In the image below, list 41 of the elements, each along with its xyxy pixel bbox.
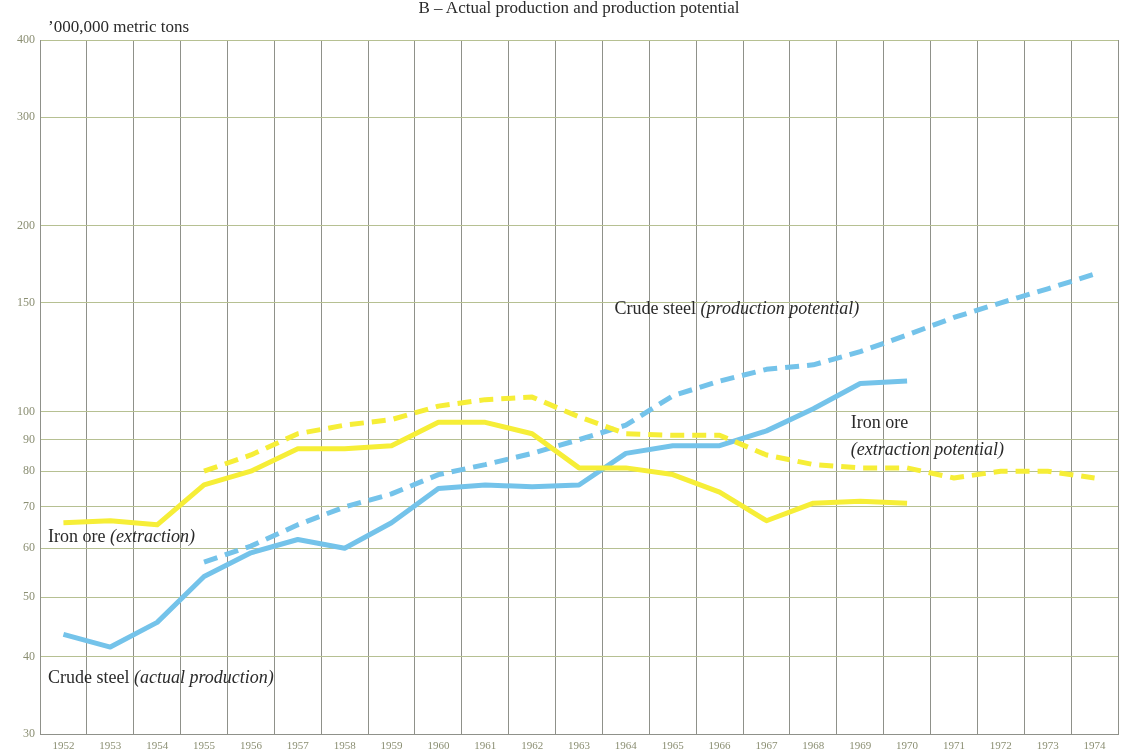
y-axis-title: ’000,000 metric tons [48, 17, 190, 37]
x-tick-label: 1965 [661, 739, 685, 752]
x-tick-label: 1960 [427, 739, 450, 752]
x-tick-label: 1963 [568, 739, 591, 752]
x-tick-label: 1966 [708, 739, 732, 752]
x-tick-label: 1952 [52, 739, 75, 752]
x-tick-label: 1973 [1036, 739, 1060, 752]
x-tick-label: 1971 [942, 739, 965, 752]
series-label: Iron ore (extraction) [47, 525, 195, 547]
x-tick-label: 1954 [146, 739, 169, 752]
x-tick-label: 1959 [380, 739, 404, 752]
x-tick-label: 1970 [896, 739, 919, 752]
x-tick-label: 1972 [989, 739, 1012, 752]
x-tick-label: 1974 [1083, 739, 1107, 752]
y-tick-label: 300 [17, 109, 35, 124]
y-tick-label: 30 [23, 726, 35, 741]
x-tick-label: 1957 [286, 739, 310, 752]
y-tick-label: 200 [17, 217, 35, 232]
y-tick-label: 40 [23, 649, 35, 664]
x-tick-label: 1955 [193, 739, 216, 752]
y-tick-label: 150 [17, 294, 35, 309]
x-tick-label: 1968 [802, 739, 825, 752]
y-tick-label: 100 [17, 403, 35, 418]
y-tick-label: 50 [23, 589, 35, 604]
series-label: Crude steel (actual production) [47, 666, 274, 688]
x-tick-label: 1953 [99, 739, 122, 752]
y-tick-label: 60 [23, 540, 35, 555]
chart-title: B – Actual production and production potential [418, 0, 740, 18]
x-tick-label: 1969 [849, 739, 872, 752]
x-tick-label: 1958 [333, 739, 357, 752]
y-tick-label: 90 [23, 431, 35, 446]
y-tick-label: 80 [23, 463, 35, 478]
series-label: Crude steel (production potential) [614, 298, 860, 320]
x-tick-label: 1967 [755, 739, 778, 752]
y-tick-label: 70 [23, 499, 35, 514]
x-tick-label: 1961 [474, 739, 497, 752]
y-tick-label: 400 [17, 32, 35, 47]
x-tick-label: 1964 [614, 739, 638, 752]
series-label: Iron ore (extraction potential) [850, 411, 1005, 460]
x-tick-label: 1956 [239, 739, 263, 752]
x-tick-label: 1962 [521, 739, 544, 752]
